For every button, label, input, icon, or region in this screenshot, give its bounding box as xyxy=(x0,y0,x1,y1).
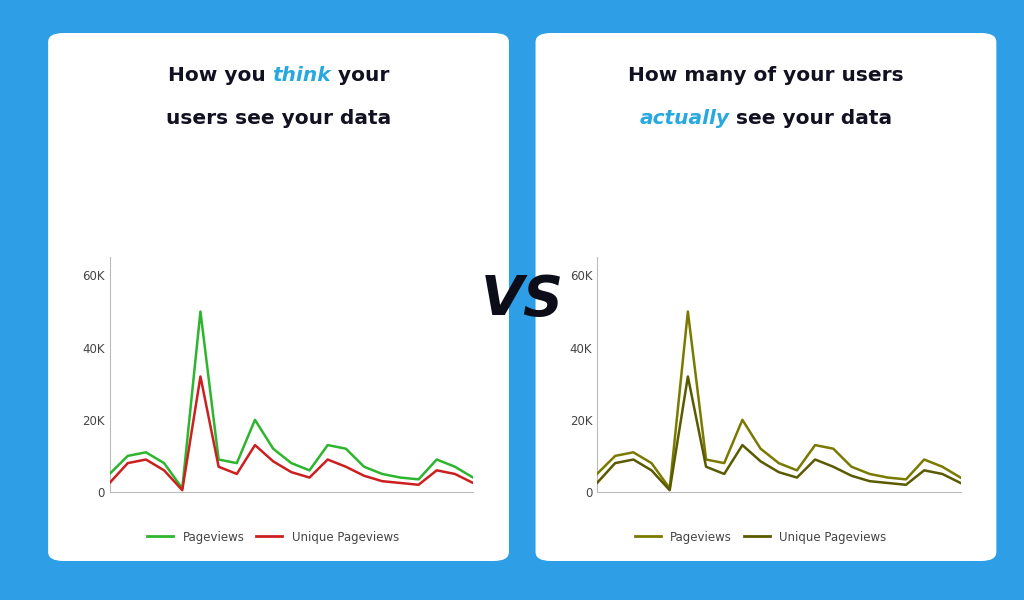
Text: actually: actually xyxy=(639,109,729,128)
Text: How you: How you xyxy=(168,66,272,85)
Text: see your data: see your data xyxy=(729,109,893,128)
Text: How many of your users: How many of your users xyxy=(628,66,904,85)
Text: users see your data: users see your data xyxy=(166,109,391,128)
Text: your: your xyxy=(331,66,389,85)
Text: VS: VS xyxy=(480,273,564,327)
Legend: Pageviews, Unique Pageviews: Pageviews, Unique Pageviews xyxy=(142,526,403,548)
Text: think: think xyxy=(272,66,331,85)
Legend: Pageviews, Unique Pageviews: Pageviews, Unique Pageviews xyxy=(630,526,891,548)
